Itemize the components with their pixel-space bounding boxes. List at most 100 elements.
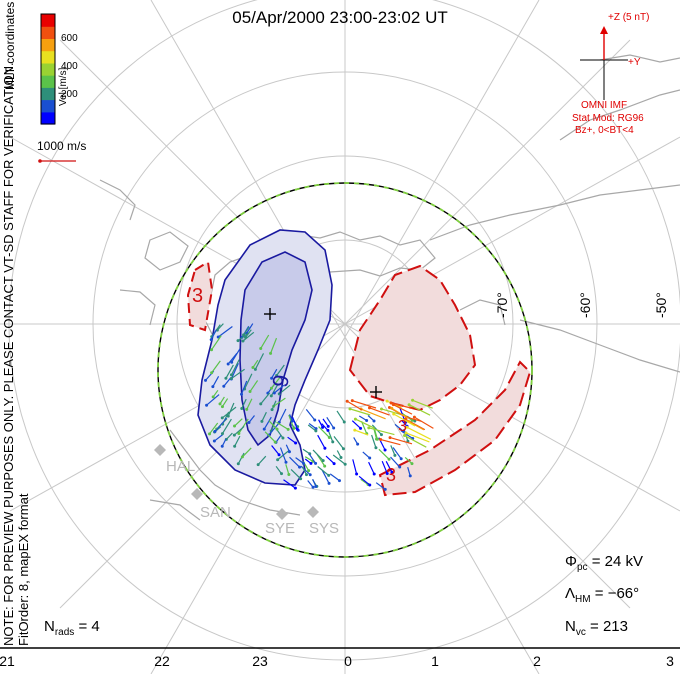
vector-origin — [205, 403, 209, 407]
vector-origin — [222, 384, 226, 388]
vector-origin — [321, 425, 325, 429]
velocity-vector — [270, 383, 279, 397]
mlt-label-22: 22 — [154, 653, 170, 669]
vector-origin — [341, 447, 345, 451]
vector-origin — [229, 373, 233, 377]
velocity-vector — [393, 413, 416, 427]
velocity-vectors — [204, 323, 434, 491]
vector-origin — [269, 394, 273, 398]
mlt-label-21: 21 — [0, 653, 15, 669]
velocity-vector — [287, 436, 296, 444]
vector-origin — [232, 433, 236, 437]
velocity-vector — [240, 380, 248, 395]
vector-origin — [327, 473, 331, 477]
velocity-vector — [322, 418, 329, 427]
velocity-vector — [404, 456, 413, 465]
velocity-vector — [254, 353, 265, 370]
velocity-vector — [390, 445, 396, 456]
vector-origin — [368, 406, 372, 410]
velocity-vector — [279, 447, 287, 463]
velocity-vector — [406, 426, 432, 440]
vector-origin — [277, 453, 281, 457]
velocity-vector — [317, 434, 326, 449]
vector-origin — [237, 431, 241, 435]
velocity-vector — [408, 420, 425, 431]
vector-origin — [218, 402, 222, 406]
vector-origin — [213, 429, 217, 433]
velocity-vector — [241, 447, 252, 458]
velocity-vector — [278, 384, 291, 395]
vector-origin — [273, 440, 277, 444]
colorbar-tick: 200 — [61, 89, 78, 100]
vector-origin — [277, 392, 281, 396]
velocity-vector — [221, 398, 229, 407]
velocity-vector — [276, 421, 289, 430]
velocity-vector — [321, 423, 329, 431]
colorbar-tick: 400 — [61, 61, 78, 72]
vector-origin — [251, 366, 255, 370]
velocity-vector — [362, 451, 371, 459]
velocity-vector — [242, 331, 255, 342]
velocity-vector — [241, 398, 247, 409]
velocity-vector — [355, 418, 375, 429]
vector-origin — [287, 473, 291, 477]
vector-origin — [220, 416, 224, 420]
colorbar-band — [41, 87, 55, 101]
vector-origin — [226, 362, 230, 366]
velocity-vector — [243, 326, 250, 336]
vector-origin — [293, 486, 297, 490]
vector-origin — [299, 477, 303, 481]
velocity-vector — [391, 407, 409, 419]
velocity-vector — [414, 416, 434, 429]
lat-label-70: -70° — [494, 292, 510, 318]
vector-origin — [256, 463, 260, 467]
heppner-maynard-boundary-dashes — [157, 182, 533, 558]
velocity-vector — [230, 359, 240, 376]
velocity-vector — [360, 408, 386, 420]
vector-origin — [269, 351, 273, 355]
vector-origin — [388, 436, 392, 440]
vector-origin — [321, 459, 325, 463]
vector-origin — [287, 450, 291, 454]
velocity-vector — [307, 424, 317, 432]
velocity-vector — [375, 482, 386, 490]
velocity-vector — [389, 436, 413, 445]
vector-origin — [368, 483, 372, 487]
vector-origin — [211, 385, 215, 389]
velocity-vector — [230, 362, 239, 380]
velocity-vector — [312, 449, 324, 462]
velocity-vector — [352, 400, 377, 409]
velocity-vector — [233, 425, 245, 436]
vector-origin — [226, 414, 230, 418]
velocity-vector — [317, 466, 330, 476]
contour-label-negative: -9 — [266, 372, 295, 397]
vector-origin — [233, 424, 237, 428]
vector-origin — [355, 472, 359, 476]
vector-origin — [314, 429, 318, 433]
velocity-vector — [405, 432, 430, 443]
imf-dial — [580, 26, 628, 100]
imf-source: OMNI IMF — [581, 100, 628, 111]
velocity-vector — [260, 334, 270, 349]
vector-origin — [323, 446, 327, 450]
velocity-vector — [333, 436, 344, 450]
velocity-vector — [285, 464, 290, 475]
velocity-vector — [385, 461, 393, 473]
velocity-vector — [368, 427, 395, 436]
vector-origin — [309, 461, 313, 465]
vector-origin — [339, 455, 343, 459]
vector-origin — [383, 448, 387, 452]
velocity-vector — [332, 454, 346, 465]
vector-origin — [314, 485, 318, 489]
velocity-vector — [380, 438, 401, 446]
velocity-vector — [373, 428, 378, 440]
velocity-vector — [263, 416, 272, 430]
vector-origin — [224, 376, 228, 380]
velocity-vector — [245, 329, 252, 338]
vector-origin — [209, 338, 213, 342]
vector-origin — [259, 346, 263, 350]
velocity-vector — [271, 368, 278, 379]
vector-origin — [314, 461, 318, 465]
velocity-vector — [214, 417, 228, 432]
vector-origin — [275, 427, 279, 431]
